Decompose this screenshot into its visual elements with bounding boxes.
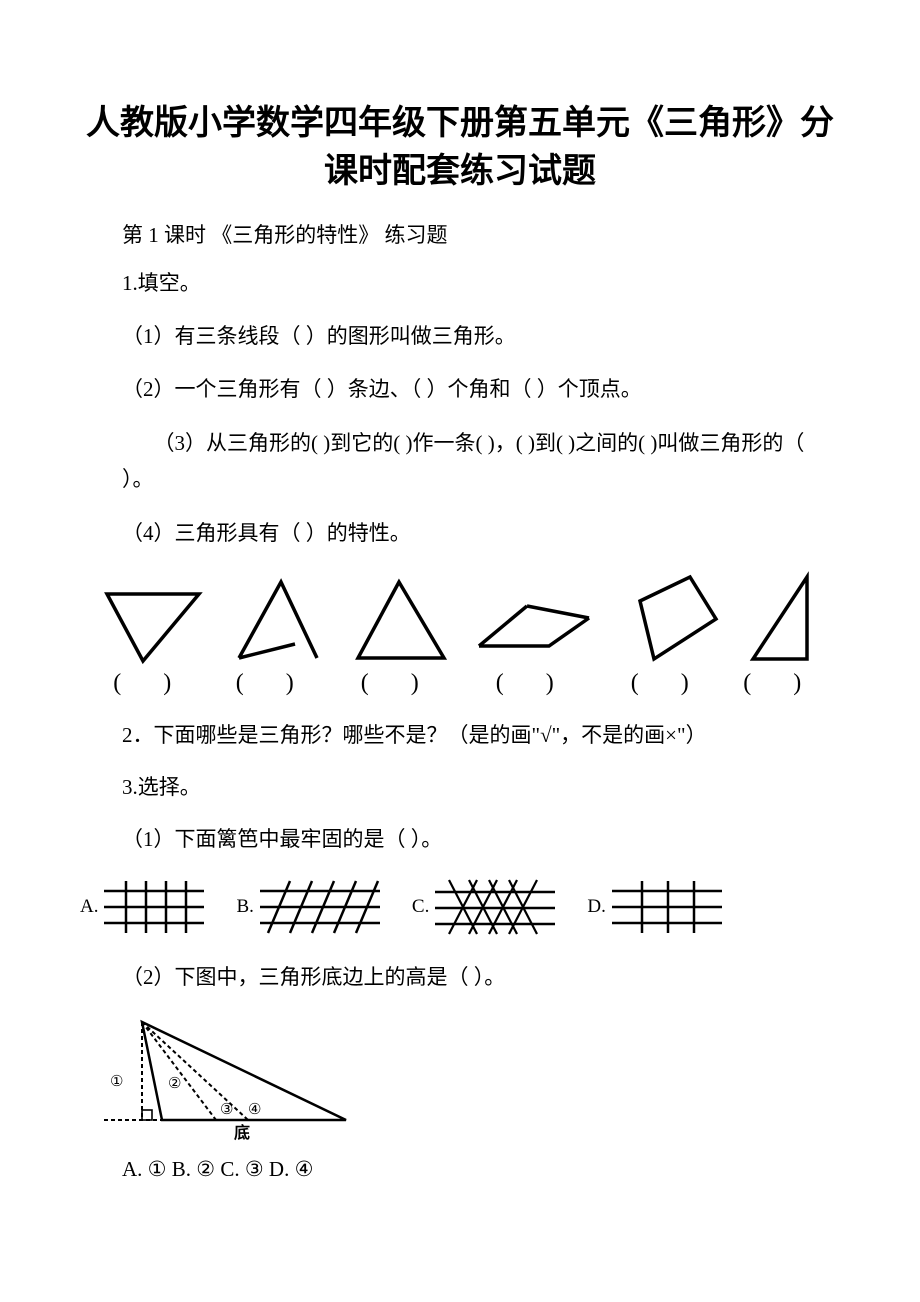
label-base: 底 [234,1123,250,1142]
label-3: ③ [220,1102,233,1118]
q3-options: A. ① B. ② C. ③ D. ④ [80,1157,840,1182]
q2-stem: 2．下面哪些是三角形？哪些不是？（是的画"√"，不是的画×"） [80,719,840,753]
shape-6-paren: ( ) [743,670,819,697]
q1-item-1: （1）有三条线段（ ）的图形叫做三角形。 [80,319,840,355]
fence-d-svg [612,877,722,937]
triangle-height-figure: ① ② ③ ④ 底 [98,1014,840,1149]
q3-sub1: （1）下面篱笆中最牢固的是（ ）。 [80,822,840,858]
shape-1: ( ) [99,586,204,697]
triangle-height-svg: ① ② ③ ④ 底 [98,1014,358,1144]
q1-stem: 1.填空。 [80,267,840,301]
fence-a-svg [104,877,204,937]
fence-c-label: C. [412,896,429,918]
shape-2: ( ) [221,576,326,697]
fence-d: D. [587,877,721,937]
shape-2-paren: ( ) [236,670,312,697]
shapes-row: ( ) ( ) ( ) ( ) ( ) ( ) [80,571,840,697]
fence-b: B. [236,877,379,937]
lesson-subtitle: 第 1 课时 《三角形的特性》 练习题 [80,219,840,249]
fence-c-svg [435,876,555,938]
q1-item-3: （3）从三角形的( )到它的( )作一条( )，( )到( )之间的( )叫做三… [80,426,840,497]
shape-4-paren: ( ) [496,670,572,697]
label-1: ① [110,1074,123,1090]
fence-c: C. [412,876,555,938]
fence-b-svg [260,877,380,937]
fence-a-label: A. [80,896,98,918]
shape-1-paren: ( ) [113,670,189,697]
q1-item-4: （4）三角形具有（ ）的特性。 [80,516,840,552]
fence-a: A. [80,877,204,937]
label-4: ④ [248,1102,261,1118]
q3-sub2: （2）下图中，三角形底边上的高是（ ）。 [80,960,840,996]
q3-stem: 3.选择。 [80,771,840,805]
fence-d-label: D. [587,896,605,918]
shape-6: ( ) [741,571,821,697]
shape-3-paren: ( ) [361,670,437,697]
shape-5: ( ) [614,571,724,697]
shape-6-svg [741,571,821,666]
shape-1-svg [99,586,204,666]
label-2: ② [168,1076,181,1092]
q1-item-2: （2）一个三角形有（ ）条边、（ ）个角和（ ）个顶点。 [80,372,840,408]
shape-4: ( ) [471,596,596,697]
shape-3-svg [344,576,454,666]
shape-2-svg [221,576,326,666]
shape-5-svg [614,571,724,666]
page-title: 人教版小学数学四年级下册第五单元《三角形》分课时配套练习试题 [80,100,840,195]
shape-4-svg [471,596,596,666]
fence-b-label: B. [236,896,253,918]
shape-3: ( ) [344,576,454,697]
shape-5-paren: ( ) [631,670,707,697]
fence-row: A. B. C. [80,876,840,938]
